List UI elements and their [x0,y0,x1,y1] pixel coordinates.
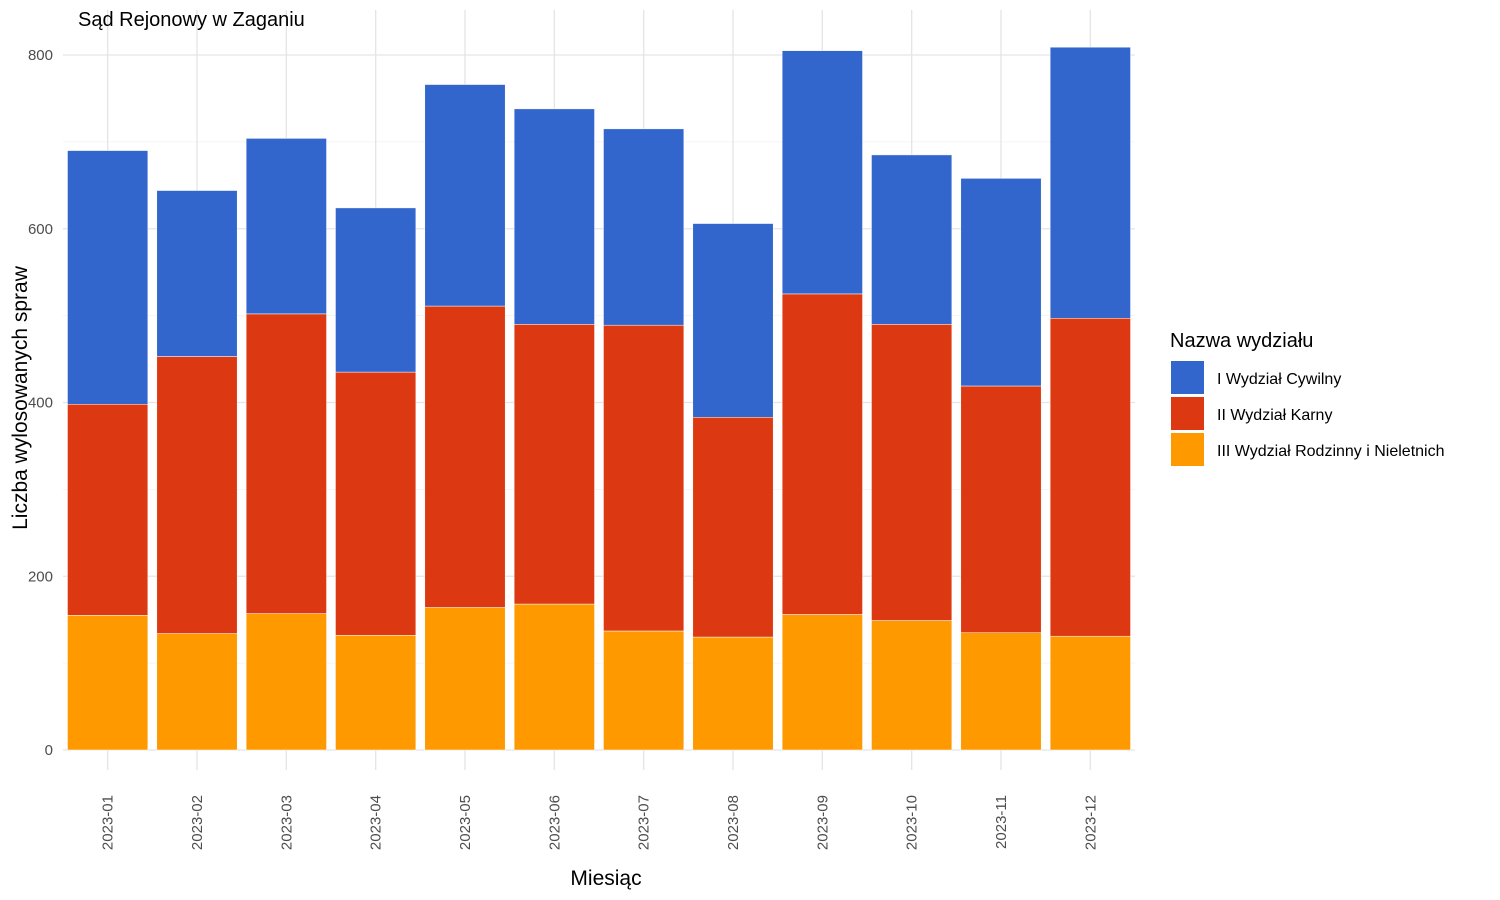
x-tick-label: 2023-02 [189,795,206,850]
bar-segment [781,50,863,295]
x-tick-label: 2023-05 [457,795,474,850]
bar-segment [871,620,953,751]
bar-segment [245,138,327,315]
bar-segment [603,630,685,751]
legend-swatch [1171,397,1204,430]
bar-segment [335,207,417,373]
x-tick-label: 2023-11 [993,795,1010,849]
x-axis-ticks: 2023-01 2023-02 2023-03 2023-04 2023-05 2023-… [100,795,1100,850]
bar-segment [156,633,238,751]
y-tick-label: 800 [28,47,53,64]
y-tick-label: 600 [28,221,53,238]
bars [67,46,1131,751]
bar-segment [871,324,953,621]
x-tick-label: 2023-10 [904,795,921,850]
x-tick-label: 2023-08 [725,795,742,850]
bar-segment [424,84,506,307]
bar-segment [245,313,327,614]
bar-segment [513,603,595,751]
bar-segment [424,305,506,608]
y-axis-ticks: 0 200 400 600 800 [28,47,53,759]
bar-segment [513,324,595,605]
x-tick-label: 2023-07 [636,795,653,850]
bar-segment [1049,46,1131,319]
bar-segment [692,223,774,418]
legend-label: III Wydział Rodzinny i Nieletnich [1217,443,1445,460]
y-axis-title: Liczba wylosowanych spraw [9,265,32,530]
x-tick-label: 2023-12 [1082,795,1099,850]
bar-segment [692,417,774,638]
bar-segment [692,636,774,751]
legend-swatch [1171,433,1204,466]
bar-segment [781,614,863,751]
legend-swatch [1171,361,1204,394]
bar-segment [245,613,327,751]
x-tick-label: 2023-04 [368,795,385,850]
bar-segment [871,154,953,325]
bar-segment [603,324,685,632]
legend: Nazwa wydziału I Wydział Cywilny II Wydzi… [1170,330,1445,466]
y-tick-label: 200 [28,568,53,585]
legend-label: I Wydział Cywilny [1217,371,1341,388]
x-tick-label: 2023-09 [814,795,831,850]
bar-segment [424,607,506,751]
bar-segment [781,293,863,615]
bar-segment [960,178,1042,387]
bar-segment [67,615,149,751]
chart-title: Sąd Rejonowy w Zaganiu [78,9,305,31]
bar-segment [1049,317,1131,637]
legend-items: I Wydział Cywilny II Wydział Karny III Wyd… [1171,361,1445,466]
y-tick-label: 0 [45,742,53,759]
bar-segment [335,635,417,751]
legend-label: II Wydział Karny [1217,407,1332,424]
legend-title: Nazwa wydziału [1170,330,1313,352]
bar-segment [156,356,238,634]
bar-segment [513,108,595,325]
x-tick-label: 2023-01 [100,795,117,850]
bar-segment [960,632,1042,751]
bar-segment [960,385,1042,633]
bar-segment [67,150,149,405]
bar-segment [67,403,149,616]
x-tick-label: 2023-03 [278,795,295,850]
bar-segment [335,371,417,636]
bar-segment [1049,635,1131,751]
x-axis-title: Miesiąc [570,867,641,890]
x-tick-label: 2023-06 [546,795,563,850]
bar-segment [156,190,238,357]
y-tick-label: 400 [28,395,53,412]
bar-segment [603,128,685,326]
